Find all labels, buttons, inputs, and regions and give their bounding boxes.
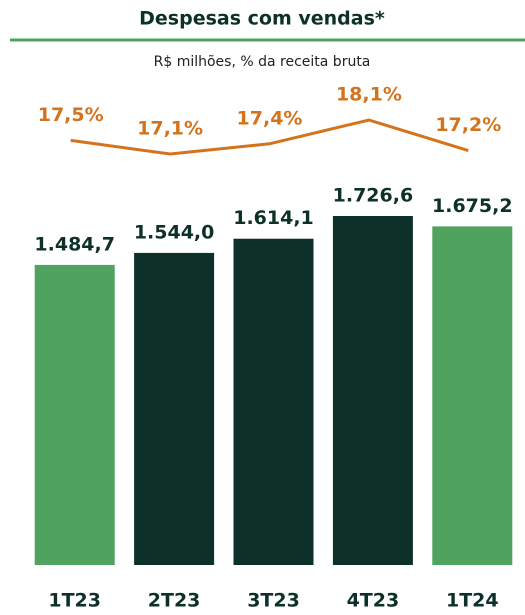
x-tick-label: 3T23: [247, 590, 300, 612]
bar-value-label: 1.614,1: [233, 207, 314, 229]
chart-title: Despesas com vendas*: [139, 8, 385, 30]
percent-label: 17,1%: [137, 118, 203, 140]
bar: [134, 252, 215, 565]
bar: [34, 264, 115, 565]
chart-subtitle: R$ milhões, % da receita bruta: [154, 54, 371, 70]
bar: [432, 226, 513, 565]
bar-value-label: 1.484,7: [34, 233, 115, 255]
percent-label: 17,5%: [38, 104, 104, 126]
percent-label: 17,4%: [237, 107, 303, 129]
bar-value-label: 1.544,0: [134, 221, 215, 243]
bar-value-label: 1.726,6: [333, 185, 414, 207]
bar: [332, 216, 413, 565]
bar: [233, 238, 314, 565]
x-tick-label: 4T23: [347, 590, 400, 612]
percent-line: [70, 118, 469, 156]
bar-value-label: 1.675,2: [432, 195, 513, 217]
percent-label: 17,2%: [435, 114, 501, 136]
x-tick-label: 2T23: [148, 590, 201, 612]
x-tick-label: 1T24: [446, 590, 499, 612]
percent-label: 18,1%: [336, 84, 402, 106]
x-tick-label: 1T23: [48, 590, 101, 612]
